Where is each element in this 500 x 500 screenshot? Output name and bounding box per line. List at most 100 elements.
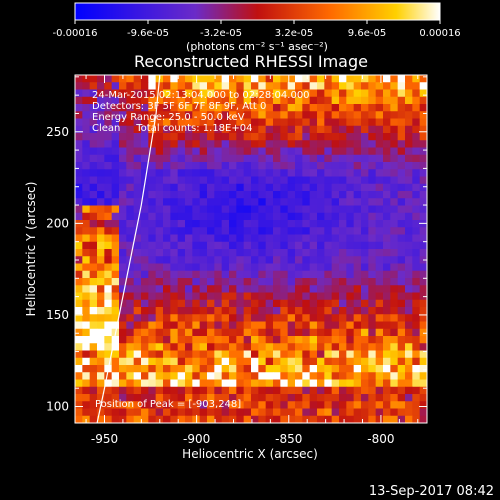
heatmap-cell [104,176,113,185]
heatmap-cell [317,104,325,112]
heatmap-cell [375,82,384,90]
y-tick-label: 250 [46,125,69,139]
heatmap-cell [302,118,311,127]
heatmap-cell [133,292,142,301]
heatmap-cell [368,343,377,351]
heatmap-cell [375,321,384,330]
heatmap-cell [353,365,362,373]
heatmap-cell [111,111,120,119]
heatmap-cell [243,154,252,163]
heatmap-cell [163,212,171,221]
heatmap-cell [331,365,340,373]
heatmap-cell [295,394,303,402]
heatmap-cell [75,415,83,423]
heatmap-cell [82,408,91,417]
heatmap-cell [111,227,120,235]
heatmap-cell [309,89,318,98]
heatmap-cell [75,321,83,330]
heatmap-cell [199,292,208,301]
heatmap-cell [214,111,223,119]
heatmap-cell [397,292,406,301]
heatmap-cell [192,256,201,264]
heatmap-cell [141,401,149,409]
heatmap-cell [419,386,427,395]
heatmap-cell [280,198,289,206]
heatmap-cell [207,401,215,409]
heatmap-cell [339,343,347,351]
heatmap-cell [141,249,149,257]
heatmap-cell [419,205,427,214]
heatmap-cell [295,343,303,351]
heatmap-cell [295,241,303,250]
heatmap-cell [339,147,347,156]
heatmap-cell [229,321,237,330]
heatmap-cell [155,220,164,228]
heatmap-cell [221,249,230,257]
heatmap-cell [339,241,347,250]
heatmap-cell [199,183,208,192]
heatmap-cell [353,154,362,163]
heatmap-cell [148,372,157,380]
heatmap-cell [368,125,377,134]
heatmap-cell [133,75,142,83]
heatmap-cell [170,220,179,228]
heatmap-cell [89,270,98,279]
heatmap-cell [236,278,245,286]
heatmap-cell [133,169,142,177]
heatmap-cell [185,415,193,423]
heatmap-cell [405,263,413,272]
heatmap-cell [251,75,259,83]
heatmap-cell [111,125,120,134]
heatmap-cell [280,408,289,417]
heatmap-cell [75,169,83,177]
heatmap-cell [155,357,164,366]
heatmap-cell [251,357,259,366]
heatmap-cell [251,227,259,235]
heatmap-cell [309,321,318,330]
heatmap-cell [412,111,421,119]
heatmap-cell [412,307,421,315]
heatmap-cell [119,263,127,272]
heatmap-cell [339,328,347,337]
heatmap-cell [89,154,98,163]
heatmap-cell [302,292,311,301]
heatmap-cell [170,104,179,112]
heatmap-cell [192,249,201,257]
heatmap-cell [287,176,296,185]
heatmap-cell [177,270,186,279]
heatmap-cell [280,169,289,177]
heatmap-cell [273,328,281,337]
heatmap-cell [148,125,157,134]
heatmap-cell [126,249,135,257]
heatmap-cell [346,292,355,301]
heatmap-cell [324,111,333,119]
heatmap-cell [133,270,142,279]
heatmap-cell [412,140,421,148]
heatmap-cell [243,162,252,170]
heatmap-cell [236,299,245,308]
heatmap-cell [368,263,377,272]
heatmap-cell [163,314,171,322]
heatmap-cell [265,278,274,286]
heatmap-cell [75,285,83,293]
heatmap-cell [192,350,201,359]
heatmap-cell [236,162,245,170]
heatmap-cell [75,314,83,322]
heatmap-cell [141,336,149,344]
heatmap-cell [295,278,303,286]
heatmap-cell [214,328,223,337]
heatmap-cell [207,292,215,301]
heatmap-cell [119,372,127,380]
heatmap-cell [214,162,223,170]
heatmap-cell [221,154,230,163]
heatmap-cell [221,386,230,395]
heatmap-cell [236,263,245,272]
heatmap-cell [133,307,142,315]
heatmap-cell [148,234,157,243]
heatmap-cell [177,227,186,235]
heatmap-cell [207,350,215,359]
heatmap-cell [148,154,157,163]
heatmap-cell [170,328,179,337]
heatmap-cell [133,415,142,423]
heatmap-cell [383,336,391,344]
